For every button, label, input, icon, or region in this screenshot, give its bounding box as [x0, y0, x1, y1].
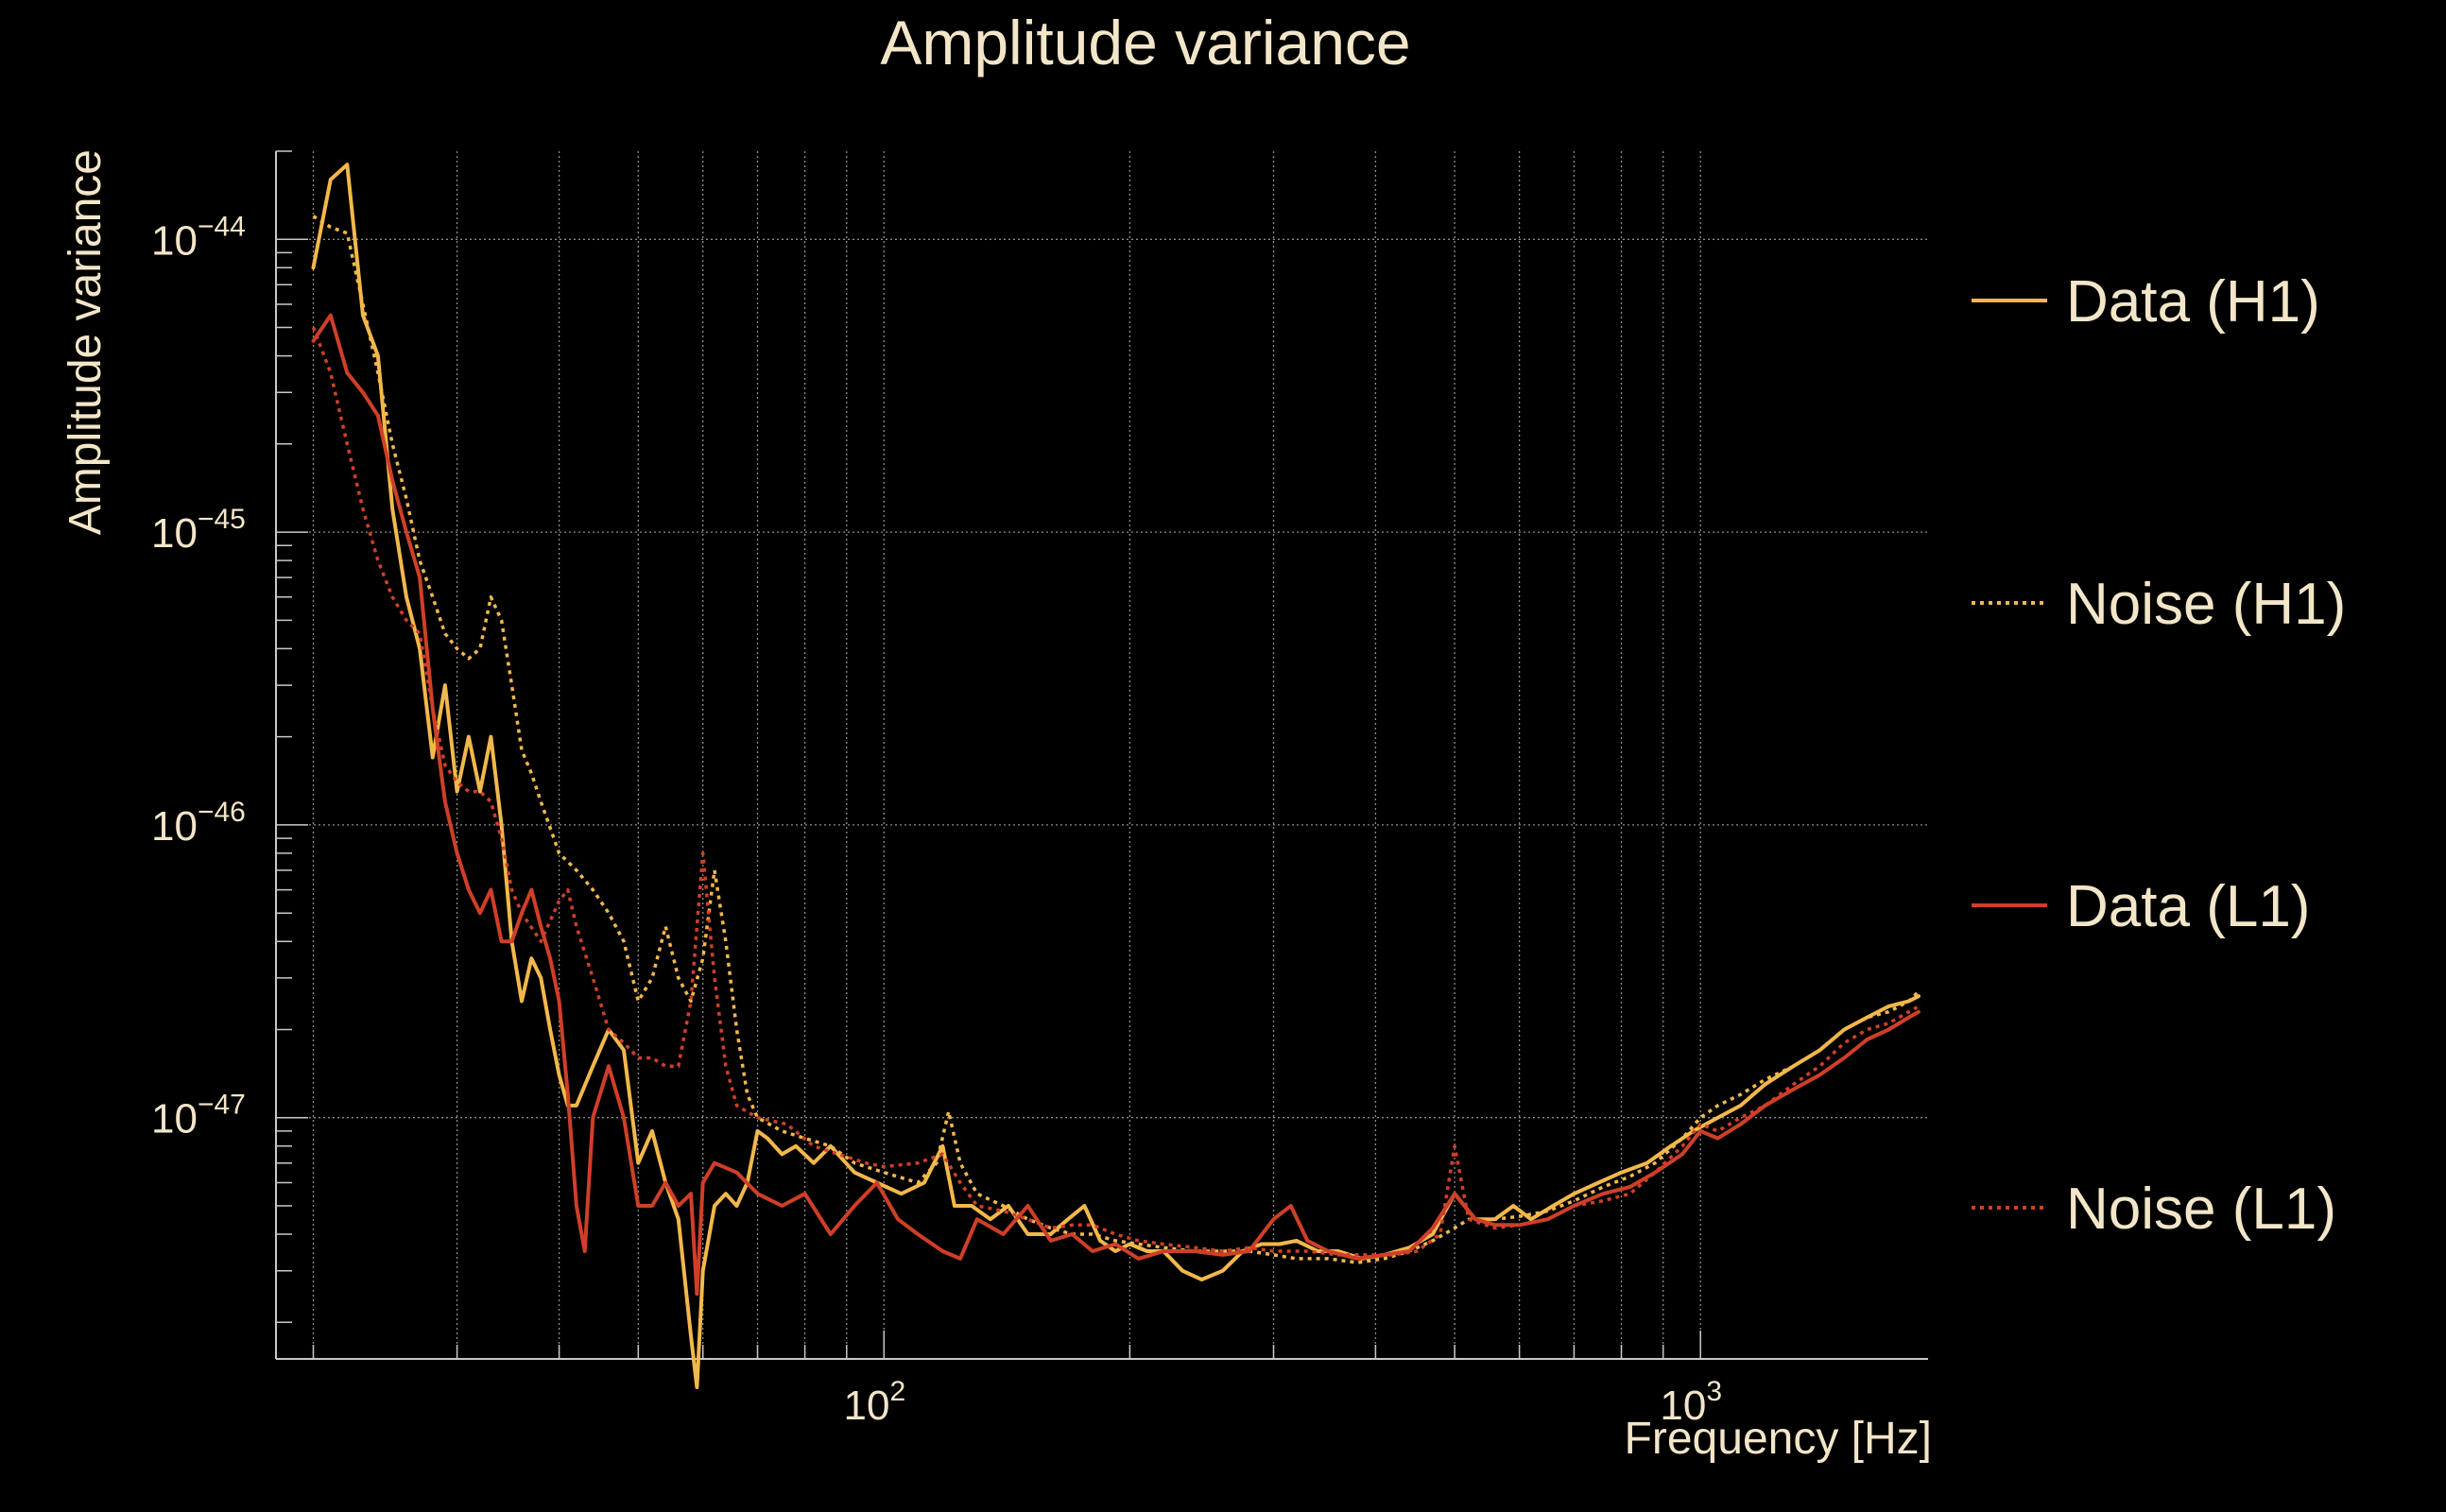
- series-line-2: [312, 215, 1921, 1264]
- x-tick-label: 102: [844, 1376, 906, 1429]
- y-tick-label-base: 10: [151, 510, 198, 557]
- y-tick-label-exponent: −47: [198, 1090, 246, 1121]
- chart-title: Amplitude variance: [880, 8, 1410, 77]
- axes: [275, 151, 1928, 1360]
- x-tick-label-exponent: 2: [889, 1376, 905, 1407]
- x-tick-label-base: 10: [1660, 1383, 1706, 1429]
- x-tick-label-exponent: 3: [1706, 1376, 1722, 1407]
- legend-label-3: Data (L1): [2066, 874, 2310, 939]
- legend-label-2: Noise (H1): [2066, 572, 2346, 637]
- series-line-4: [311, 326, 1920, 1257]
- legend-label-4: Noise (L1): [2066, 1177, 2336, 1242]
- y-axis-label: Amplitude variance: [60, 149, 111, 535]
- x-tick-label-base: 10: [844, 1383, 890, 1429]
- legend-label-1: Data (H1): [2066, 269, 2320, 335]
- series-line-1: [311, 163, 1921, 1389]
- legend: Data (H1) Noise (H1) Data (L1) Noise (L1): [1972, 269, 2346, 1242]
- y-tick-label-exponent: −46: [198, 797, 246, 828]
- y-tick-label-exponent: −45: [198, 504, 246, 535]
- series-line-3: [311, 313, 1921, 1297]
- y-tick-label: 10−47: [151, 1090, 246, 1143]
- series-lines: [311, 163, 1921, 1389]
- x-tick-label: 103: [1660, 1376, 1722, 1429]
- y-tick-label-base: 10: [151, 803, 198, 850]
- y-tick-label: 10−46: [151, 797, 246, 850]
- x-axis-label: Frequency [Hz]: [1625, 1414, 1932, 1464]
- y-tick-label-base: 10: [151, 217, 198, 264]
- y-tick-label: 10−44: [151, 211, 246, 264]
- y-tick-label: 10−45: [151, 504, 246, 557]
- y-tick-label-base: 10: [151, 1096, 198, 1143]
- tick-marks: [276, 150, 1701, 1359]
- y-tick-label-exponent: −44: [198, 211, 246, 242]
